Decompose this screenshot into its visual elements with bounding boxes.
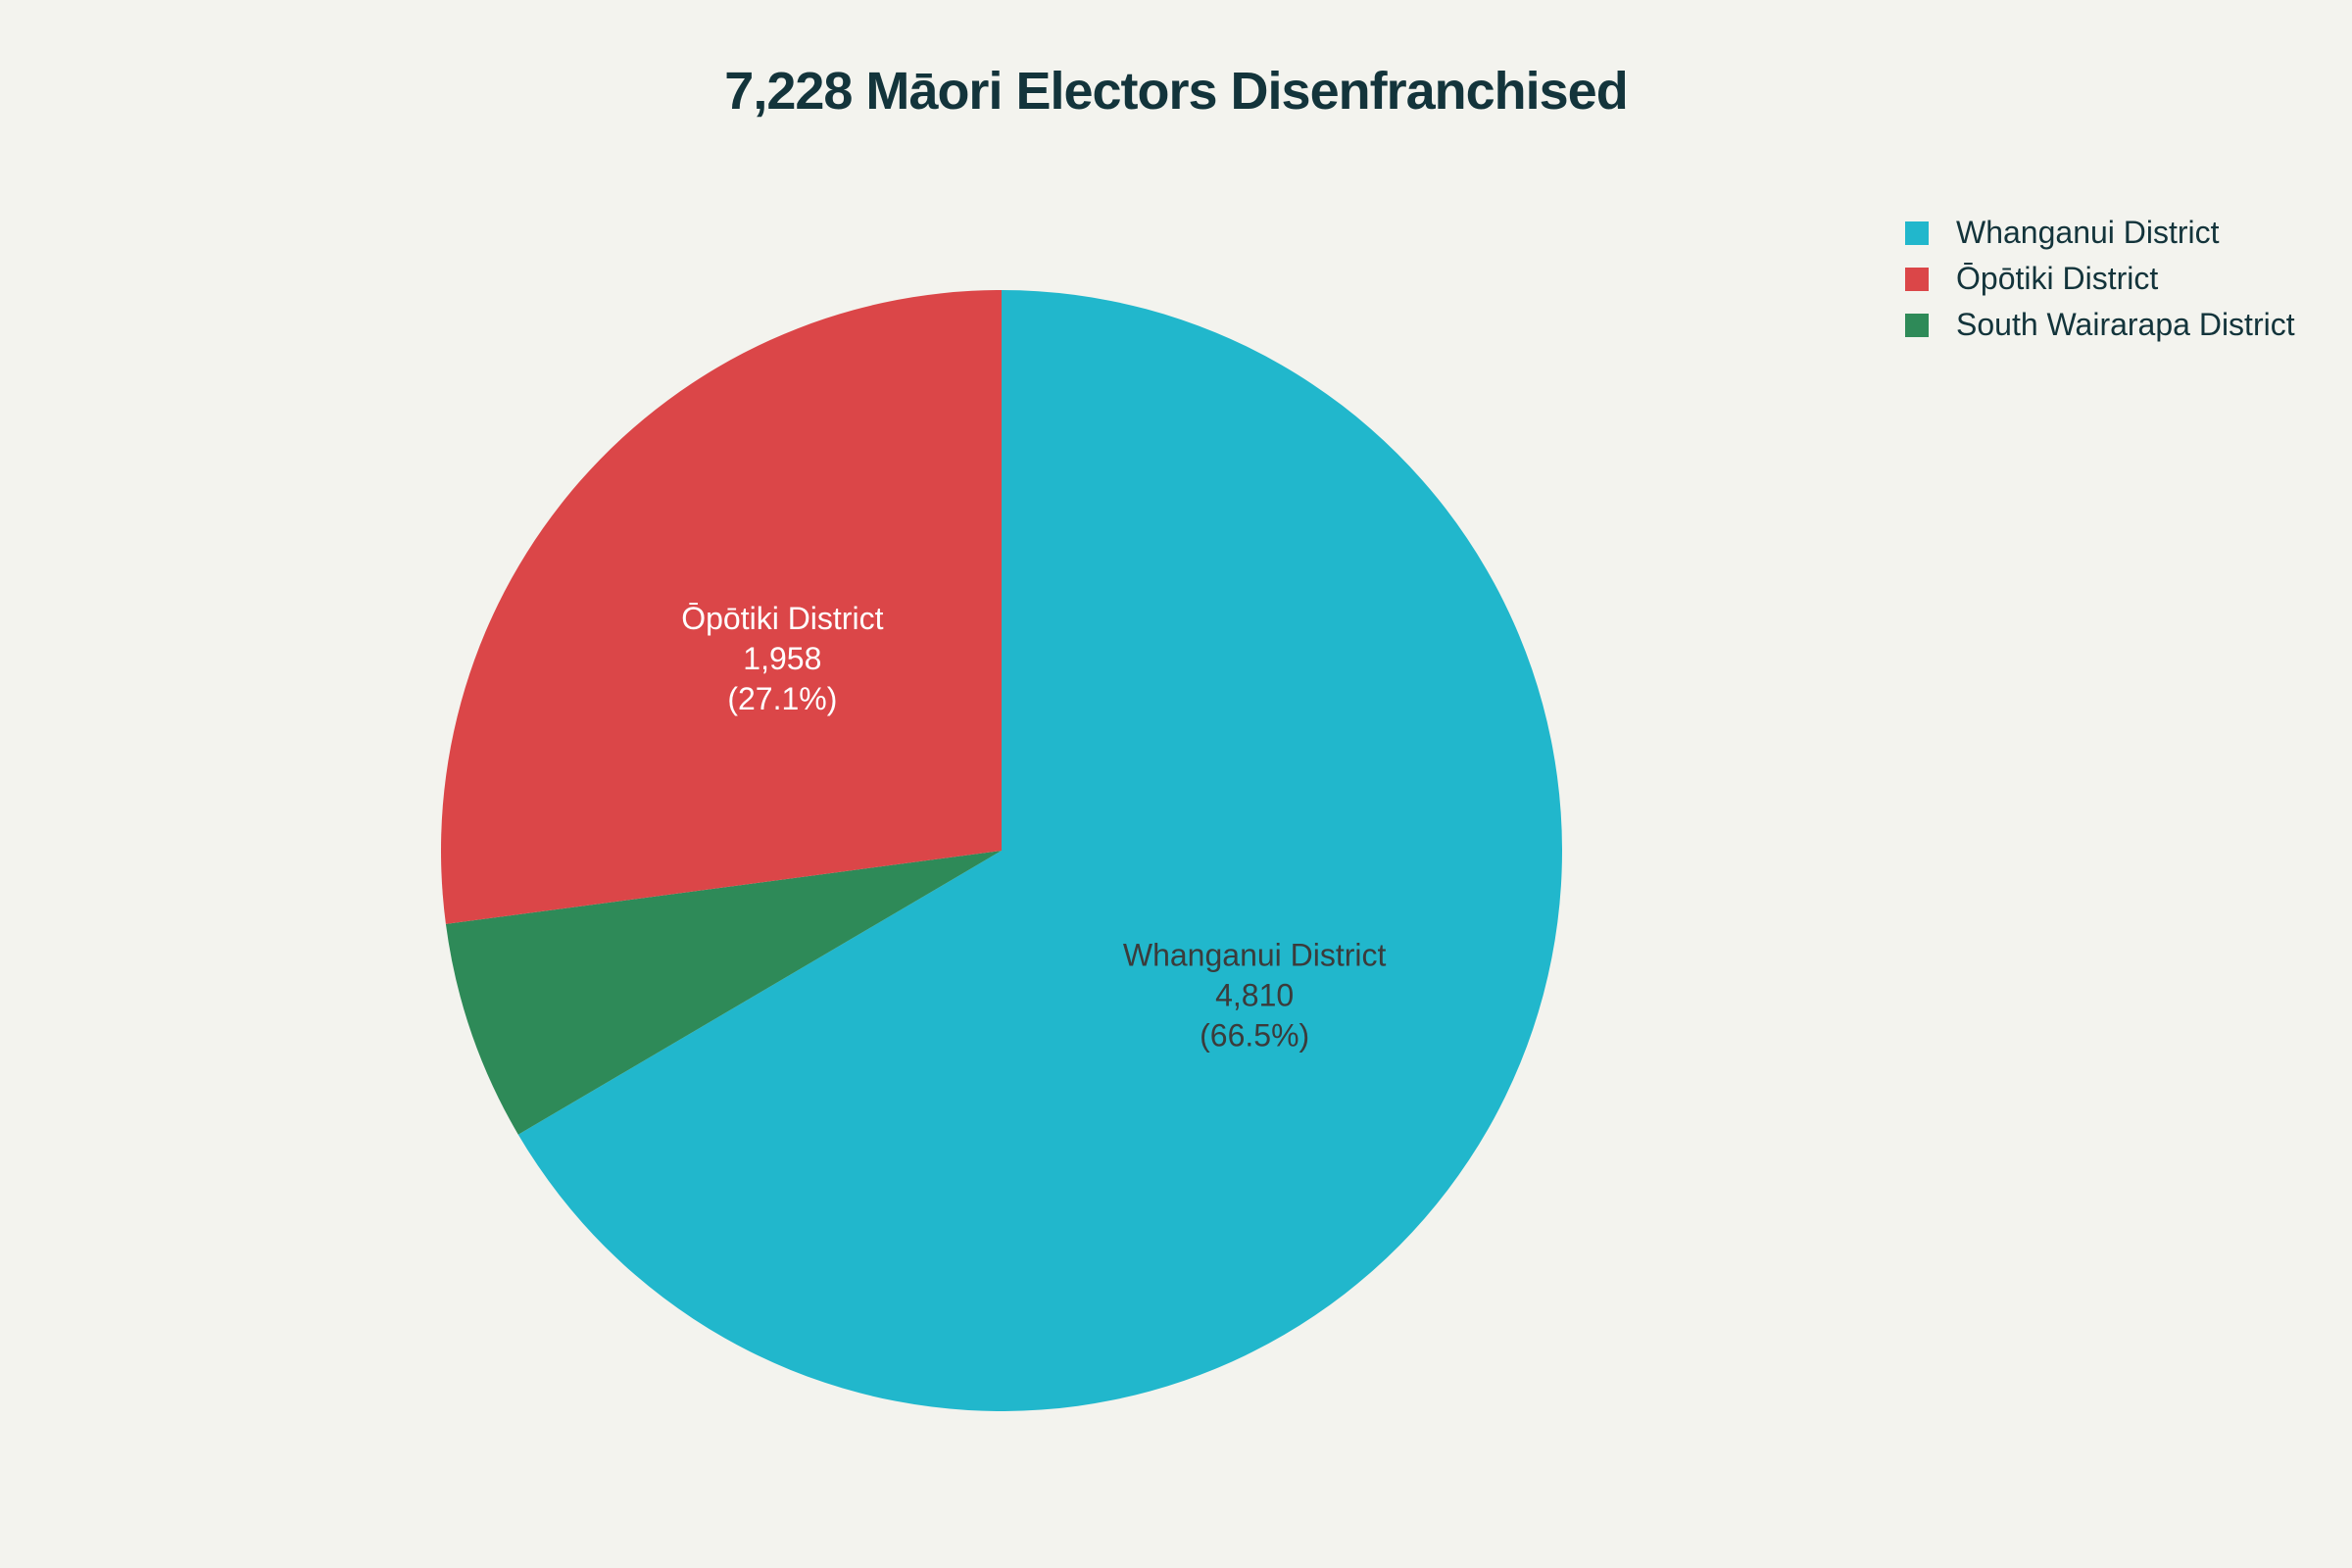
slice-label-percent: (27.1%) xyxy=(727,681,837,716)
legend-label: South Wairarapa District xyxy=(1956,307,2295,342)
legend-swatch xyxy=(1905,267,1929,291)
pie-slice-whanganui-district[interactable] xyxy=(517,290,1562,1412)
chart-title: 7,228 Māori Electors Disenfranchised xyxy=(724,62,1628,121)
slice-label-name: Ōpōtiki District xyxy=(681,601,883,636)
legend-label: Whanganui District xyxy=(1956,215,2220,250)
slice-label-value: 4,810 xyxy=(1215,978,1294,1013)
slice-label-value: 1,958 xyxy=(743,641,821,676)
pie-slice-labels: Whanganui District 4,810 (66.5%) Ōpōtiki Di… xyxy=(681,601,1386,1054)
pie-slice-south-wairarapa-district[interactable] xyxy=(445,851,1002,1135)
legend: Whanganui District Ōpōtiki District Sout… xyxy=(1905,210,2295,348)
legend-item-opotiki[interactable]: Ōpōtiki District xyxy=(1905,256,2295,302)
legend-swatch xyxy=(1905,313,1929,337)
pie-slice--p-tiki-district[interactable] xyxy=(441,290,1002,924)
legend-item-whanganui[interactable]: Whanganui District xyxy=(1905,210,2295,256)
legend-item-south-wairarapa[interactable]: South Wairarapa District xyxy=(1905,302,2295,348)
slice-label-name: Whanganui District xyxy=(1123,938,1387,973)
legend-label: Ōpōtiki District xyxy=(1956,261,2159,296)
legend-swatch xyxy=(1905,220,1929,245)
slice-label-percent: (66.5%) xyxy=(1200,1018,1309,1054)
pie-slices xyxy=(441,290,1562,1412)
